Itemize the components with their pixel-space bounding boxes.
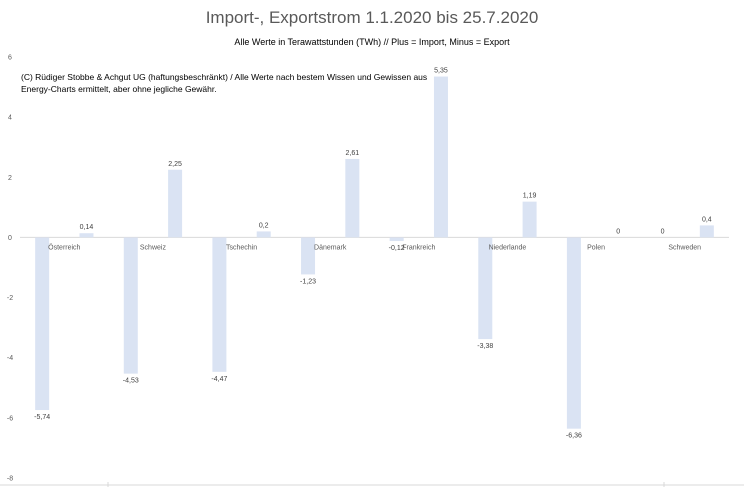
category-label: Polen (587, 244, 605, 251)
data-label: 1,19 (523, 193, 537, 200)
category-label: Schweiz (140, 244, 167, 251)
y-tick-label: 6 (8, 55, 12, 62)
data-label: -1,23 (300, 278, 316, 285)
category-label: Tschechin (226, 244, 257, 251)
data-label: -6,36 (566, 433, 582, 440)
data-label: -0,12 (389, 245, 405, 252)
y-tick-label: 4 (8, 115, 12, 122)
bar (301, 237, 316, 275)
chart-bars (35, 76, 714, 429)
bar (123, 237, 138, 374)
data-label: 5,35 (434, 68, 448, 75)
bar (79, 233, 94, 238)
data-label: 0,14 (80, 224, 94, 231)
bar (212, 237, 227, 372)
data-label: -4,53 (123, 378, 139, 385)
bar (256, 231, 271, 238)
data-label: 2,25 (168, 161, 182, 168)
chart-labels: -5,74 -4,53 -4,47 -1,23 -0,12 -3,38 -6,36 0 0,14… (34, 68, 712, 440)
copyright-note: (C) Rüdiger Stobbe & Achgut UG (haftungs… (21, 72, 428, 94)
category-label: Frankreich (402, 244, 435, 251)
data-label: -4,47 (211, 376, 227, 383)
data-label: -3,38 (477, 343, 493, 350)
category-label: Österreich (48, 243, 80, 251)
bar (35, 237, 50, 411)
bar (699, 225, 714, 238)
y-tick-label: 2 (8, 175, 12, 182)
chart-axes: 6 4 2 0 -2 -4 -6 -8 (0, 55, 744, 487)
data-label: 0,4 (702, 216, 712, 223)
bar (566, 237, 581, 429)
chart-subtitle: Alle Werte in Terawattstunden (TWh) // P… (234, 37, 510, 47)
y-tick-label: -4 (7, 355, 13, 362)
bar (522, 201, 537, 238)
bar (389, 237, 404, 242)
data-label: 0,2 (259, 222, 269, 229)
data-label: 0 (616, 228, 620, 235)
chart-title: Import-, Exportstrom 1.1.2020 bis 25.7.2… (205, 8, 539, 27)
bar (478, 237, 493, 340)
y-tick-label: -8 (7, 476, 13, 483)
y-tick-label: -2 (7, 295, 13, 302)
data-label: 2,61 (346, 150, 360, 157)
category-label: Niederlande (489, 244, 527, 251)
y-tick-label: 0 (8, 235, 12, 242)
bar (168, 169, 183, 238)
bar (345, 158, 360, 238)
data-label: 0 (661, 228, 665, 235)
category-label: Schweden (668, 244, 701, 251)
category-label: Dänemark (314, 244, 347, 251)
data-label: -5,74 (34, 414, 50, 421)
bar (433, 76, 448, 238)
y-tick-label: -6 (7, 415, 13, 422)
